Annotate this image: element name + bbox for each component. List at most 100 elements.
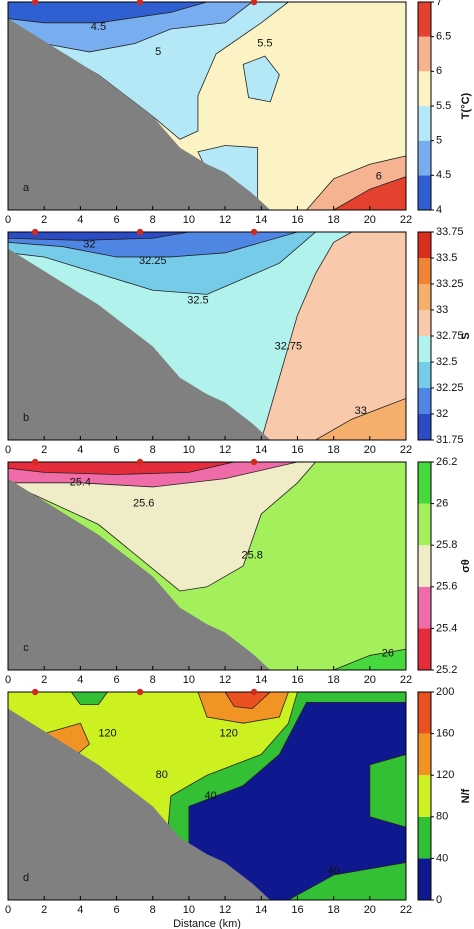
station-marker (250, 688, 258, 696)
colorbar-label: σθ (460, 559, 472, 573)
colorbar-tick-label: 0 (436, 894, 442, 906)
colorbar-band (418, 462, 431, 504)
x-tick-label: 12 (219, 444, 231, 456)
seafloor (8, 248, 271, 440)
colorbar-band (418, 775, 431, 817)
contour-label: 32.25 (139, 255, 167, 267)
seafloor (8, 708, 271, 900)
x-tick-label: 14 (255, 214, 267, 226)
x-tick-label: 20 (364, 214, 376, 226)
x-tick-label: 6 (113, 214, 119, 226)
x-tick-label: 2 (41, 444, 47, 456)
colorbar-band (418, 816, 431, 859)
x-tick-label: 18 (328, 674, 340, 686)
plot-frame (7, 231, 407, 441)
x-tick-label: 20 (364, 444, 376, 456)
x-tick-label: 0 (5, 214, 11, 226)
station-marker (31, 0, 39, 6)
x-tick-label: 14 (255, 674, 267, 686)
colorbar-tick-label: 25.2 (436, 664, 457, 676)
colorbar-band (418, 692, 431, 734)
colorbar-tick-label: 6.5 (436, 31, 451, 43)
x-tick-label: 16 (291, 444, 303, 456)
x-tick-label: 22 (400, 904, 412, 916)
colorbar-tick-label: 200 (436, 686, 454, 698)
x-tick-label: 14 (255, 904, 267, 916)
x-tick-label: 20 (364, 904, 376, 916)
colorbar-tick-label: 25.8 (436, 539, 457, 551)
colorbar-band (418, 733, 431, 776)
colorbar-tick-label: 7 (436, 0, 442, 8)
x-tick-label: 8 (150, 904, 156, 916)
colorbar-label: N/f (460, 788, 472, 803)
colorbar-tick-label: 33.5 (436, 252, 457, 264)
colorbar-band (418, 140, 431, 176)
x-tick-label: 16 (291, 214, 303, 226)
contour-label: 5.5 (257, 38, 272, 50)
x-tick-label: 12 (219, 674, 231, 686)
x-tick-label: 12 (219, 904, 231, 916)
colorbar-tick-label: 33.25 (436, 278, 464, 290)
contour-region (242, 55, 280, 103)
colorbar-tick-label: 4 (436, 204, 442, 216)
colorbar-tick-label: 5.5 (436, 100, 451, 112)
contour-label: 120 (220, 728, 238, 740)
contour-region (7, 461, 317, 592)
colorbar-frame (417, 691, 432, 901)
panel-label: a (23, 182, 30, 194)
x-tick-label: 2 (41, 674, 47, 686)
contour-label: 32.5 (187, 295, 208, 307)
colorbar-band (418, 258, 431, 284)
panel-label: b (23, 412, 29, 424)
panel-label: d (23, 872, 29, 884)
colorbar-frame (417, 461, 432, 671)
colorbar-band (418, 36, 431, 72)
station-marker (31, 228, 39, 236)
x-tick-label: 18 (328, 214, 340, 226)
colorbar-band (418, 175, 431, 210)
x-tick-label: 4 (77, 214, 83, 226)
contour-label: 40 (328, 865, 340, 877)
colorbar-band (418, 586, 431, 629)
x-tick-label: 4 (77, 904, 83, 916)
x-tick-label: 10 (183, 674, 195, 686)
x-tick-label: 22 (400, 444, 412, 456)
colorbar-tick-label: 80 (436, 811, 448, 823)
colorbar-band (418, 310, 431, 336)
x-tick-label: 10 (183, 444, 195, 456)
colorbar-tick-label: 32.25 (436, 382, 464, 394)
colorbar-tick-label: 120 (436, 769, 454, 781)
x-axis-label: Distance (km) (173, 918, 241, 929)
colorbar-tick-label: 32.5 (436, 356, 457, 368)
x-tick-label: 16 (291, 674, 303, 686)
colorbar-tick-label: 26 (436, 498, 448, 510)
x-tick-label: 6 (113, 904, 119, 916)
colorbar-tick-label: 5 (436, 135, 442, 147)
x-tick-label: 6 (113, 444, 119, 456)
station-marker (31, 688, 39, 696)
x-tick-label: 12 (219, 214, 231, 226)
colorbar-band (418, 336, 431, 362)
colorbar-tick-label: 40 (436, 852, 448, 864)
x-tick-label: 10 (183, 904, 195, 916)
colorbar-tick-label: 32 (436, 408, 448, 420)
colorbar-label: S (460, 332, 472, 339)
contour-label: 25.6 (133, 498, 154, 510)
colorbar-band (418, 71, 431, 106)
contour-label: 33 (355, 405, 367, 417)
colorbar-tick-label: 6 (436, 65, 442, 77)
colorbar-band (418, 628, 431, 670)
contour-label: 5 (155, 46, 161, 58)
colorbar-band (418, 503, 431, 546)
x-tick-label: 20 (364, 674, 376, 686)
contour-label: 32 (83, 238, 95, 250)
station-marker (250, 228, 258, 236)
colorbar-band (418, 414, 431, 440)
x-tick-label: 6 (113, 674, 119, 686)
colorbar-band (418, 858, 431, 900)
contour-label: 120 (98, 728, 116, 740)
x-tick-label: 2 (41, 904, 47, 916)
contour-label: 25.8 (242, 550, 263, 562)
